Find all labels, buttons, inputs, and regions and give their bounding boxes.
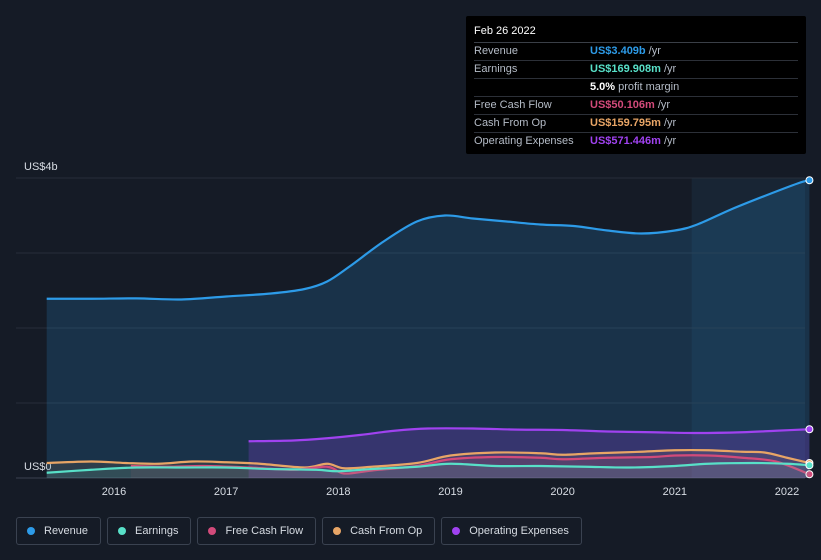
tooltip-row-unit: profit margin xyxy=(618,81,680,93)
legend-dot-icon xyxy=(27,527,35,535)
x-tick-label: 2020 xyxy=(550,486,574,498)
area-free-cash-flow xyxy=(130,455,810,478)
legend-label: Revenue xyxy=(44,525,89,537)
x-tick-label: 2018 xyxy=(326,486,350,498)
tooltip-row: Operating Expenses US$571.446m/yr xyxy=(474,133,798,150)
data-tooltip: Feb 26 2022 Revenue US$3.409b/yr Earnings U… xyxy=(466,16,806,154)
tooltip-row-label: Revenue xyxy=(474,45,519,57)
legend-dot-icon xyxy=(333,527,342,535)
x-tick-label: 2017 xyxy=(214,486,238,498)
legend-dot-icon xyxy=(208,527,217,535)
tooltip-row: Cash From Op US$159.795m/yr xyxy=(474,115,798,133)
tooltip-row-label: Cash From Op xyxy=(474,117,547,129)
x-tick-label: 2022 xyxy=(775,486,799,498)
endpoint-earnings xyxy=(805,461,814,470)
tooltip-row-value: US$169.908m xyxy=(590,63,661,75)
legend-label: Earnings xyxy=(135,525,179,537)
legend-item-revenue[interactable]: Revenue xyxy=(16,517,102,545)
legend-dot-icon xyxy=(118,527,127,535)
financial-chart: US$4b US$0 2016 2017 2018 2019 2020 2021 2022 xyxy=(16,161,814,498)
y-axis-max-label: US$4b xyxy=(24,161,58,173)
line-operating-expenses xyxy=(248,427,810,443)
tooltip-date: Feb 26 2022 xyxy=(474,23,798,43)
legend-item-free-cash-flow[interactable]: Free Cash Flow xyxy=(197,517,317,545)
y-axis-min-label: US$0 xyxy=(24,461,52,473)
line-revenue xyxy=(46,179,810,301)
tooltip-row: Earnings US$169.908m/yr xyxy=(474,61,798,79)
legend-dot-icon xyxy=(452,527,461,535)
tooltip-row-unit: /yr xyxy=(648,45,661,57)
tooltip-row-label: Operating Expenses xyxy=(474,135,574,147)
line-earnings xyxy=(46,461,810,474)
legend-item-operating-expenses[interactable]: Operating Expenses xyxy=(441,517,582,545)
tooltip-row-value: US$50.106m xyxy=(590,99,655,111)
tooltip-row-label: Free Cash Flow xyxy=(474,99,552,111)
tooltip-row-unit: /yr xyxy=(657,99,671,111)
endpoint-operating-expenses xyxy=(805,425,814,434)
tooltip-row-value: US$159.795m xyxy=(590,117,661,129)
legend-label: Cash From Op xyxy=(350,525,423,537)
tooltip-row: 5.0% profit margin xyxy=(474,79,798,97)
area-earnings xyxy=(46,463,810,478)
chart-legend: Revenue Earnings Free Cash Flow Cash From O… xyxy=(16,517,582,547)
tooltip-row-unit: /yr xyxy=(663,135,677,147)
tooltip-row-label xyxy=(474,79,590,96)
x-tick-label: 2016 xyxy=(102,486,126,498)
legend-label: Free Cash Flow xyxy=(225,525,304,537)
tooltip-row-value: US$571.446m xyxy=(590,135,661,147)
endpoint-free-cash-flow xyxy=(805,470,814,479)
line-cash-from-op xyxy=(46,448,810,470)
tooltip-row: Free Cash Flow US$50.106m/yr xyxy=(474,97,798,115)
tooltip-row-unit: /yr xyxy=(663,117,677,129)
legend-item-earnings[interactable]: Earnings xyxy=(107,517,192,545)
tooltip-row-unit: /yr xyxy=(663,63,677,75)
tooltip-row-value: 5.0% xyxy=(590,81,616,93)
area-revenue xyxy=(46,180,810,478)
tooltip-row-label: Earnings xyxy=(474,63,518,75)
legend-item-cash-from-op[interactable]: Cash From Op xyxy=(322,517,436,545)
legend-label: Operating Expenses xyxy=(469,525,569,537)
tooltip-row: Revenue US$3.409b/yr xyxy=(474,43,798,61)
endpoint-revenue xyxy=(805,176,814,185)
tooltip-row-value: US$3.409b xyxy=(590,45,646,57)
x-tick-label: 2021 xyxy=(663,486,687,498)
x-tick-label: 2019 xyxy=(438,486,462,498)
